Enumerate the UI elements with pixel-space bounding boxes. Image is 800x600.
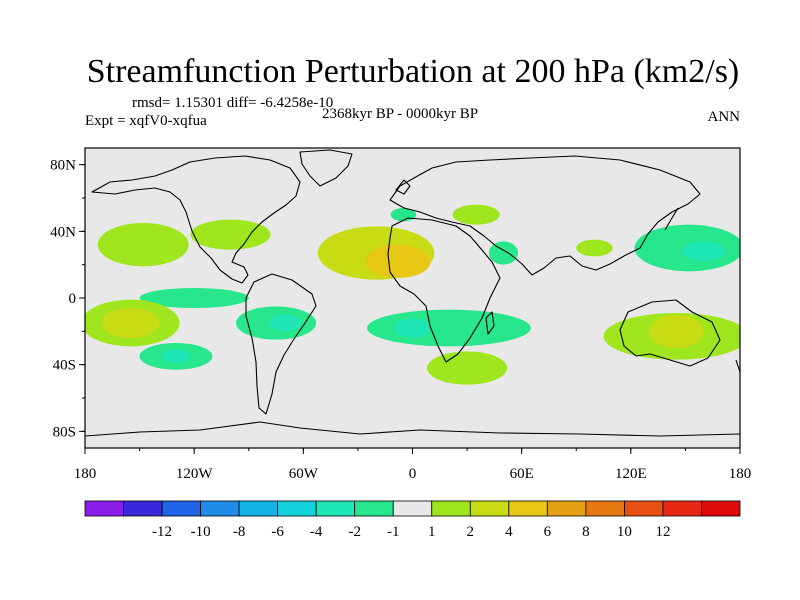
colorbar-swatch [277, 500, 317, 517]
anomaly-S-Ocean-Atl [427, 351, 508, 385]
colorbar-swatch [315, 500, 356, 517]
colorbar-swatch [431, 500, 471, 517]
colorbar-label: 6 [544, 524, 552, 540]
colorbar-swatch [392, 500, 433, 517]
coast-madagascar [485, 311, 495, 335]
anomaly-C-Pacific-eq [139, 288, 249, 308]
coast-north-america [91, 155, 301, 284]
colorbar-swatch [161, 500, 201, 517]
coastlines [85, 149, 740, 437]
anomaly-Asia-north [576, 239, 613, 257]
anomaly-S-America-core [268, 314, 302, 332]
period-label: 2368kyr BP - 0000kyr BP [322, 106, 478, 122]
anomaly-N-America-west [190, 219, 271, 250]
x-tick-label: 0 [409, 466, 417, 482]
chart-title: Streamfunction Perturbation at 200 hPa (… [87, 53, 740, 90]
anomaly-Australia-core [649, 314, 704, 349]
experiment-label: Expt = xqfV0-xqfua [85, 113, 207, 129]
coast-australia [619, 299, 721, 367]
colorbar-label: -6 [271, 524, 284, 540]
coast-greenland [299, 149, 353, 187]
colorbar-swatch [508, 500, 548, 517]
colorbar-label: 12 [655, 524, 670, 540]
x-tick-label: 60E [510, 466, 534, 482]
colorbar-label: -12 [152, 524, 172, 540]
x-tick-label: 180 [729, 466, 752, 482]
colorbar-swatch [84, 500, 124, 517]
colorbar: -12 -10 -8 -6 -4 -2 -1 1 2 4 6 8 10 12 [84, 500, 741, 540]
x-tick-label: 120E [615, 466, 647, 482]
plot-area [84, 147, 741, 449]
y-tick-label: 40N [50, 224, 76, 240]
y-axis: 80N 40N 0 40S 80S [50, 158, 85, 440]
colorbar-swatch [469, 500, 510, 517]
anomaly-NW-Pacific-core [681, 241, 726, 262]
coast-britain [395, 179, 411, 195]
colorbar-label: -1 [387, 524, 400, 540]
coast-eurasia [389, 155, 701, 276]
anomaly-Arabian-sea [488, 241, 519, 265]
colorbar-swatch [624, 500, 664, 517]
anomaly-fields [85, 204, 740, 385]
coast-south-america [245, 273, 317, 415]
colorbar-swatch [200, 500, 240, 517]
colorbar-label: 8 [582, 524, 590, 540]
anomaly-Arctic-sector [452, 204, 500, 225]
coast-new-zealand [735, 359, 740, 373]
coast-antarctica [85, 421, 740, 437]
colorbar-label: 1 [428, 524, 436, 540]
anomaly-N-Pacific-west [97, 223, 189, 267]
colorbar-swatch [546, 500, 587, 517]
x-axis: 180 120W 60W 0 60E 120E 180 [74, 448, 752, 482]
colorbar-label: -2 [348, 524, 361, 540]
y-tick-label: 80N [50, 158, 76, 174]
y-tick-label: 40S [53, 358, 76, 374]
colorbar-label: 4 [505, 524, 513, 540]
colorbar-swatch [238, 500, 279, 517]
colorbar-label: -4 [310, 524, 323, 540]
colorbar-label: -10 [191, 524, 211, 540]
colorbar-swatch [354, 500, 394, 517]
coast-japan [664, 207, 679, 231]
stats-label: rmsd= 1.15301 diff= -6.4258e-10 [132, 95, 333, 111]
colorbar-label: -8 [233, 524, 246, 540]
colorbar-swatch [662, 500, 702, 517]
y-tick-label: 80S [53, 424, 76, 440]
colorbar-label: 2 [467, 524, 475, 540]
x-tick-label: 120W [176, 466, 214, 482]
x-tick-label: 180 [74, 466, 97, 482]
y-tick-label: 0 [69, 291, 77, 307]
anomaly-S-Pacific-core [101, 308, 160, 338]
anomaly-S-Pacific-east-core [161, 349, 191, 364]
anomaly-N-Atlantic-core [365, 244, 431, 278]
season-label: ANN [708, 109, 741, 125]
x-tick-label: 60W [289, 466, 319, 482]
colorbar-label: 10 [617, 524, 632, 540]
coast-africa [387, 217, 501, 363]
colorbar-swatch [123, 500, 163, 517]
colorbar-swatch [701, 500, 741, 517]
anomaly-S-Atlantic-core [394, 318, 431, 338]
colorbar-swatch [585, 500, 625, 517]
anomaly-S-Atlantic [367, 309, 531, 347]
